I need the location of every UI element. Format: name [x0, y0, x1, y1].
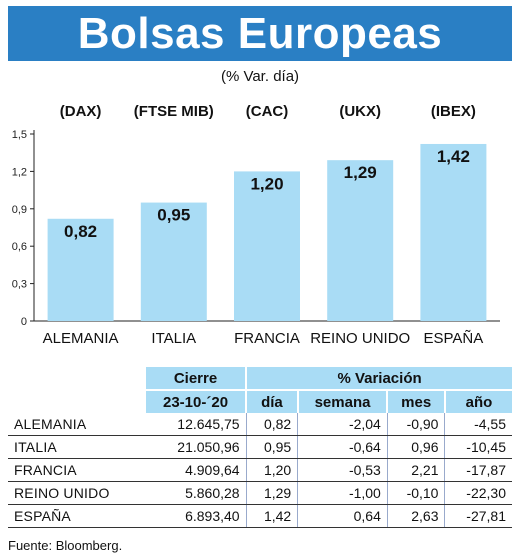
bar	[47, 218, 114, 321]
cell-cierre: 21.050,96	[145, 435, 247, 459]
y-tick-label: 0,3	[12, 279, 27, 291]
index-label: (IBEX)	[431, 103, 476, 120]
index-label: (CAC)	[246, 103, 289, 120]
source-note: Fuente: Bloomberg.	[8, 538, 123, 553]
x-category-label: FRANCIA	[234, 330, 300, 347]
variacion-header: % Variación	[245, 367, 512, 391]
mes-header: mes	[386, 389, 445, 413]
cell-semana: -0,64	[297, 435, 388, 459]
bar-value-label: 0,82	[64, 222, 97, 241]
cell-dia: 0,95	[245, 435, 298, 459]
title-banner: Bolsas Europeas	[8, 6, 512, 61]
cell-mes: 0,96	[386, 435, 445, 459]
chart-title: Bolsas Europeas	[77, 8, 443, 58]
bar	[234, 171, 300, 321]
cell-anio: -22,30	[444, 481, 512, 505]
x-category-label: REINO UNIDO	[310, 330, 410, 347]
cell-dia: 0,82	[245, 413, 298, 436]
table-row: ESPAÑA 6.893,40 1,42 0,64 2,63 -27,81	[8, 504, 512, 528]
cell-semana: -0,53	[297, 458, 388, 482]
cell-dia: 1,20	[245, 458, 298, 482]
cell-semana: -1,00	[297, 481, 388, 505]
cell-name: ALEMANIA	[8, 413, 146, 436]
cell-semana: 0,64	[297, 504, 388, 528]
cell-anio: -4,55	[444, 413, 512, 436]
cell-name: ESPAÑA	[8, 504, 146, 528]
cell-anio: -27,81	[444, 504, 512, 528]
indices-table: Cierre % Variación 23-10-´20 día semana …	[8, 367, 512, 528]
table-row: REINO UNIDO 5.860,28 1,29 -1,00 -0,10 -22,30	[8, 481, 512, 505]
bar-value-label: 0,95	[157, 206, 190, 225]
table-sub-header-row: 23-10-´20 día semana mes año	[8, 389, 512, 413]
bar	[140, 202, 207, 321]
table-row: FRANCIA 4.909,64 1,20 -0,53 2,21 -17,87	[8, 458, 512, 482]
y-tick-label: 0,9	[12, 204, 27, 216]
cell-cierre: 4.909,64	[145, 458, 247, 482]
cell-cierre: 6.893,40	[145, 504, 247, 528]
x-category-label: ALEMANIA	[43, 330, 119, 347]
y-tick-label: 1,2	[12, 166, 27, 178]
index-label: (FTSE MIB)	[134, 103, 214, 120]
cell-anio: -17,87	[444, 458, 512, 482]
bar-value-label: 1,20	[250, 174, 283, 193]
table-row: ALEMANIA 12.645,75 0,82 -2,04 -0,90 -4,55	[8, 413, 512, 436]
anio-header: año	[443, 389, 512, 413]
cell-mes: 2,21	[386, 458, 445, 482]
y-tick-label: 0	[21, 316, 27, 328]
date-header: 23-10-´20	[145, 389, 247, 413]
index-label: (UKX)	[339, 103, 381, 120]
cell-mes: -0,10	[386, 481, 445, 505]
x-category-label: ITALIA	[151, 330, 196, 347]
cell-dia: 1,42	[245, 504, 298, 528]
bar-chart: 0 0,3 0,6 0,9 1,2 1,5 0,82 (DAX) ALEMANIA 0,95 (FT…	[12, 103, 500, 347]
cell-mes: 2,63	[386, 504, 445, 528]
cell-name: FRANCIA	[8, 458, 146, 482]
bar	[327, 160, 394, 321]
cell-dia: 1,29	[245, 481, 298, 505]
cell-mes: -0,90	[386, 413, 445, 436]
dia-header: día	[245, 389, 298, 413]
x-category-label: ESPAÑA	[424, 330, 484, 347]
cell-name: REINO UNIDO	[8, 481, 146, 505]
cell-anio: -10,45	[444, 435, 512, 459]
y-tick-label: 0,6	[12, 241, 27, 253]
chart-subtitle: (% Var. día)	[220, 68, 300, 85]
index-label: (DAX)	[60, 103, 102, 120]
bar-value-label: 1,42	[437, 147, 470, 166]
cell-name: ITALIA	[8, 435, 146, 459]
table-row: ITALIA 21.050,96 0,95 -0,64 0,96 -10,45	[8, 435, 512, 459]
cell-semana: -2,04	[297, 413, 388, 436]
cell-cierre: 12.645,75	[145, 413, 247, 436]
table-group-header-row: Cierre % Variación	[8, 367, 512, 391]
semana-header: semana	[296, 389, 388, 413]
y-tick-label: 1,5	[12, 129, 27, 141]
bar	[420, 143, 487, 321]
bar-value-label: 1,29	[344, 163, 377, 182]
cierre-header: Cierre	[145, 367, 247, 391]
cell-cierre: 5.860,28	[145, 481, 247, 505]
